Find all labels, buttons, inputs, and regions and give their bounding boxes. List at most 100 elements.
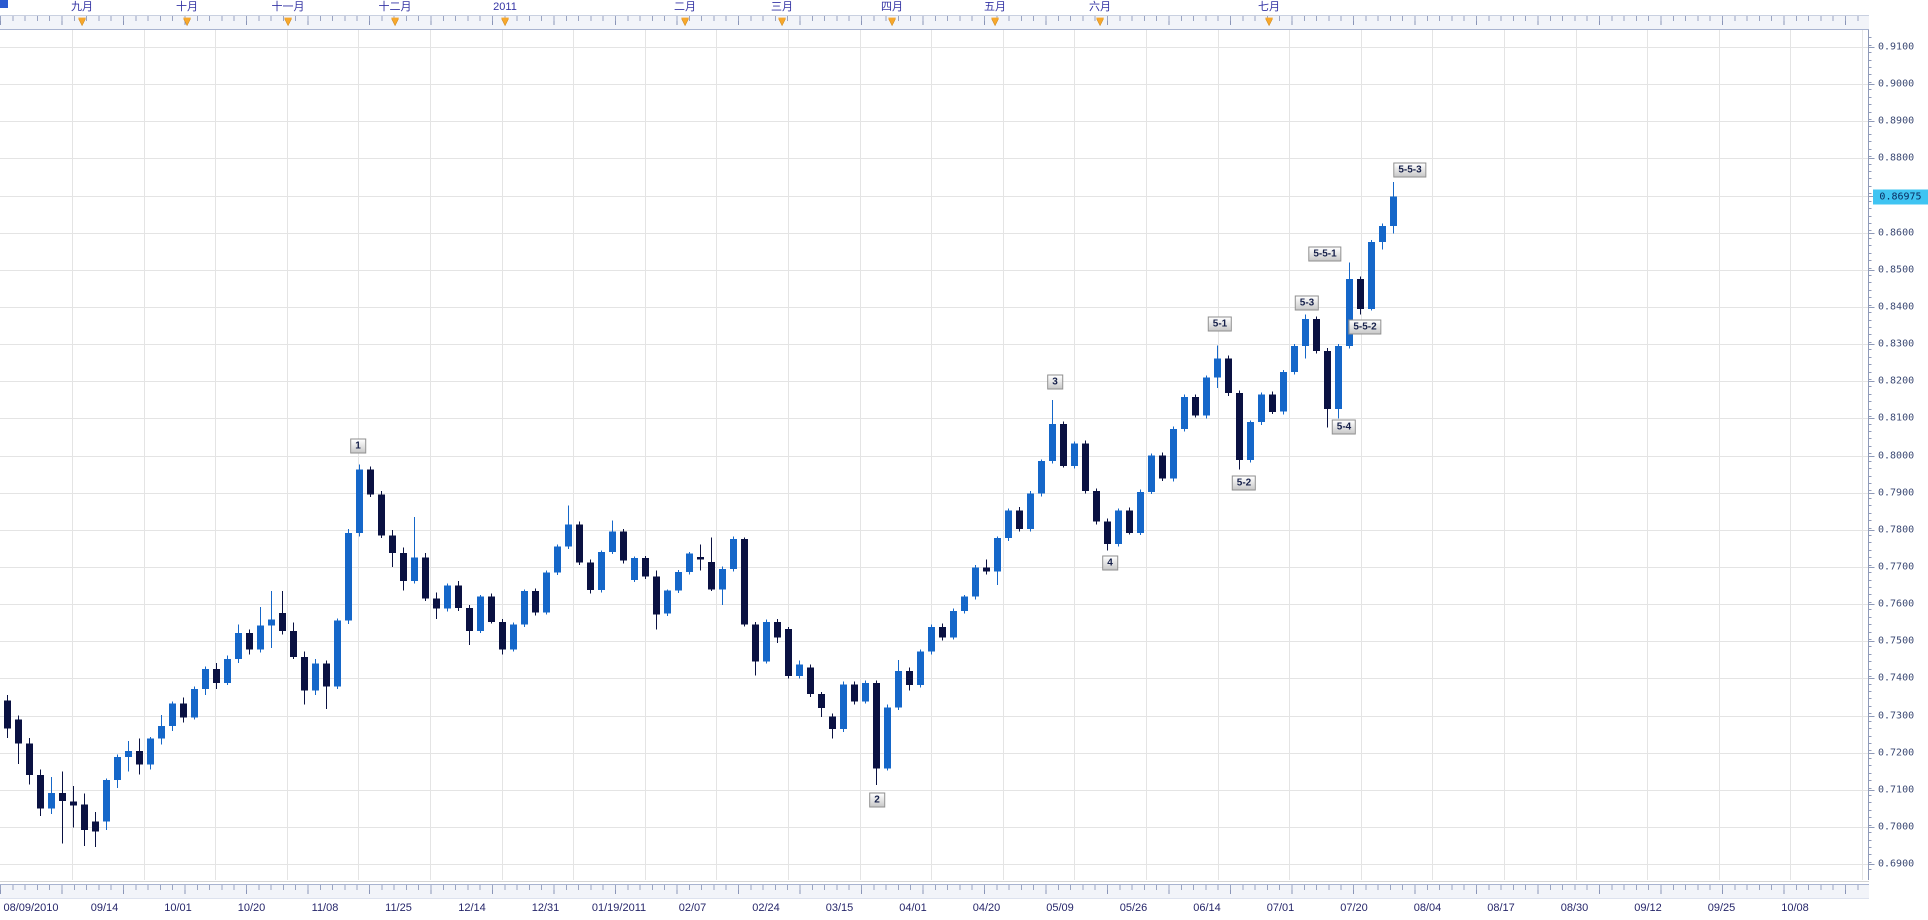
candle xyxy=(1302,318,1309,346)
wave-label-5-2[interactable]: 5-2 xyxy=(1231,475,1257,491)
wave-label-1[interactable]: 1 xyxy=(350,438,366,454)
candle xyxy=(1225,358,1232,394)
wave-label-5-5-1[interactable]: 5-5-1 xyxy=(1308,246,1342,262)
candle xyxy=(158,726,165,739)
x-axis-label: 04/20 xyxy=(972,902,1001,914)
wave-label-5-3[interactable]: 5-3 xyxy=(1294,295,1320,311)
candle xyxy=(587,562,594,590)
wave-label-2[interactable]: 2 xyxy=(869,792,885,808)
y-axis-label: 0.7300 xyxy=(1878,710,1915,722)
month-label: 2011 xyxy=(493,1,517,13)
candle xyxy=(488,596,495,622)
x-axis-label: 12/14 xyxy=(458,902,486,914)
candle xyxy=(92,821,99,832)
candle xyxy=(1148,455,1155,492)
candle xyxy=(796,664,803,677)
y-axis-label: 0.8600 xyxy=(1878,227,1915,239)
candle xyxy=(664,590,671,614)
candle xyxy=(224,659,231,683)
x-axis-label: 10/20 xyxy=(237,902,266,914)
candle xyxy=(334,620,341,687)
month-triangle-icon: ▼ xyxy=(988,13,1002,28)
candle xyxy=(257,625,264,650)
wave-label-5-5-3[interactable]: 5-5-3 xyxy=(1393,162,1427,178)
x-axis-label: 09/14 xyxy=(90,902,119,914)
candle xyxy=(1071,443,1078,466)
plot-bottom-border xyxy=(0,881,1869,882)
bottom-time-ruler[interactable] xyxy=(0,884,1869,899)
wave-label-5-4[interactable]: 5-4 xyxy=(1331,419,1357,435)
candle xyxy=(1247,422,1254,460)
candle xyxy=(807,667,814,694)
wave-label-5-1[interactable]: 5-1 xyxy=(1207,316,1233,332)
candle xyxy=(554,546,561,573)
x-axis-label: 07/20 xyxy=(1340,902,1368,914)
x-axis-label: 02/07 xyxy=(678,902,707,914)
candle xyxy=(477,596,484,631)
candle xyxy=(499,622,506,650)
candle xyxy=(961,596,968,611)
candle xyxy=(730,539,737,569)
candle xyxy=(26,743,33,775)
candle xyxy=(642,558,649,577)
candle xyxy=(1005,510,1012,538)
candle xyxy=(1335,346,1342,410)
candle xyxy=(1379,226,1386,242)
candle xyxy=(1049,424,1056,462)
candle xyxy=(840,684,847,729)
month-triangle-icon: ▼ xyxy=(1262,13,1276,28)
x-axis-label: 04/01 xyxy=(899,902,927,914)
candle xyxy=(1357,279,1364,309)
candle xyxy=(1016,510,1023,530)
candle xyxy=(1269,394,1276,412)
month-label: 十月 xyxy=(176,1,198,13)
x-axis-label: 06/14 xyxy=(1193,902,1221,914)
candle xyxy=(70,801,77,806)
corner-marker xyxy=(0,0,8,8)
right-axis-ruler[interactable] xyxy=(1868,30,1875,880)
candle xyxy=(983,567,990,572)
x-axis-label: 09/25 xyxy=(1707,902,1736,914)
y-axis-label: 0.7800 xyxy=(1878,524,1915,536)
y-axis-label: 0.8500 xyxy=(1878,264,1915,276)
x-axis-label: 08/30 xyxy=(1560,902,1589,914)
candle xyxy=(136,750,143,765)
candle xyxy=(1313,318,1320,351)
x-axis-label: 05/09 xyxy=(1046,902,1074,914)
month-label: 五月 xyxy=(984,1,1006,13)
candle xyxy=(895,671,902,708)
candle xyxy=(400,552,407,582)
candle xyxy=(752,624,759,662)
candle xyxy=(1291,346,1298,372)
candle xyxy=(4,700,11,729)
candle xyxy=(917,651,924,686)
x-axis-label: 10/08 xyxy=(1781,902,1809,914)
candle xyxy=(873,682,880,769)
month-triangle-icon: ▼ xyxy=(281,13,295,28)
candle xyxy=(532,591,539,613)
candle xyxy=(851,684,858,702)
candle xyxy=(378,494,385,536)
candle xyxy=(444,585,451,609)
candle xyxy=(1368,242,1375,309)
month-triangle-icon: ▼ xyxy=(678,13,692,28)
candle xyxy=(114,757,121,780)
candle xyxy=(565,524,572,547)
candle xyxy=(246,633,253,650)
candle xyxy=(686,553,693,573)
candle xyxy=(741,539,748,625)
candle xyxy=(1170,428,1177,479)
wave-label-4[interactable]: 4 xyxy=(1102,555,1118,571)
top-time-ruler[interactable] xyxy=(0,15,1869,30)
month-triangle-icon: ▼ xyxy=(180,13,194,28)
month-label: 九月 xyxy=(71,1,93,13)
candles-group xyxy=(4,181,1397,848)
candle xyxy=(169,703,176,726)
grid-lines xyxy=(0,30,1868,880)
wave-label-3[interactable]: 3 xyxy=(1047,374,1063,390)
candle xyxy=(774,622,781,638)
wave-label-5-5-2[interactable]: 5-5-2 xyxy=(1348,319,1382,335)
x-axis-label: 11/08 xyxy=(311,902,339,914)
y-axis-label: 0.7500 xyxy=(1878,635,1915,647)
